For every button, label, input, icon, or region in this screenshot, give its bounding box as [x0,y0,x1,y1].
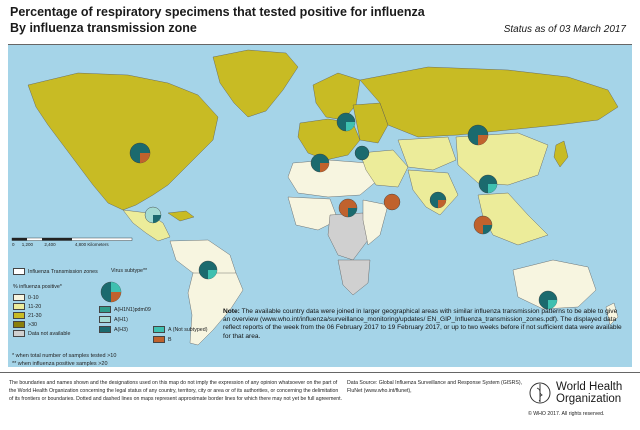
scale-bar-graphic [11,237,133,241]
status-date: Status as of 03 March 2017 [503,24,626,35]
legend-item-0: 0-10 [13,294,39,301]
swatch-h1n1 [99,306,111,313]
pie-southern-asia [429,191,447,209]
note-label: Note: [223,308,240,315]
pie-north-america [129,142,151,164]
legend-item-3: >30 [13,321,37,328]
copyright-text: © WHO 2017. All rights reserved. [528,411,605,417]
region-new-zealand [605,302,619,326]
zones-label: Influenza Transmission zones [28,268,98,275]
pie-northern-europe [336,112,356,132]
subtype-title: Virus subtype** [111,268,148,274]
pie-south-east-asia [473,215,493,235]
region-japan [553,140,569,168]
note-text: The available country data were joined i… [223,308,622,340]
swatch-0-10 [13,294,25,301]
pie-western-asia [383,193,401,211]
pie-europe [310,153,330,173]
swatch-h1 [99,316,111,323]
label-11-20: 11-20 [28,303,42,310]
region-oceania [512,259,597,310]
region-west-africa [287,196,339,231]
label-no-data: Data not available [28,330,71,337]
footnote-2: ** when influenza positive samples >20 [12,361,108,368]
pie-oceania [538,290,558,310]
region-caribbean [167,210,195,222]
subtype-item-0: A(H1N1)pdm09 [99,306,151,313]
legend-zones: Influenza Transmission zones [13,268,98,275]
legend-item-1: 11-20 [13,303,41,310]
legend-item-4: Data not available [13,330,70,337]
scale-bar-labels: 0 1,200 2,400 4,800 Kilometers [12,242,109,247]
region-northern-europe [312,72,361,121]
scale-label-0: 0 [12,242,15,247]
label-not-subtyped: A (Not subtyped) [168,326,208,333]
footnotes: * when total number of samples tested >1… [12,352,116,369]
scale-label-2: 2,400 [44,242,56,247]
region-southern-africa [337,259,371,296]
who-name-line2: Organization [556,393,622,406]
scale-label-3: 4,800 Kilometers [74,242,109,247]
region-southern-asia [407,169,459,216]
pie-northern-asia [467,124,489,146]
map-subtitle: By influenza transmission zone [10,21,197,35]
label-h3: A(H3) [114,326,128,333]
label-h1n1: A(H1N1)pdm09 [114,306,151,313]
region-central-asia [397,136,457,171]
swatch-11-20 [13,303,25,310]
map-canvas [11,49,619,346]
data-source-text: Data Source: Global Influenza Surveillan… [347,380,523,394]
disclaimer-text: The boundaries and names shown and the d… [9,380,343,402]
region-greenland [212,49,299,118]
region-northern-asia [359,66,619,138]
who-name: World Health Organization [556,381,622,405]
legend-item-2: 21-30 [13,312,42,319]
map-header: Percentage of respiratory specimens that… [0,0,640,44]
who-name-line1: World Health [556,381,623,393]
subtype-item-2: A(H3) [99,326,128,333]
pie-central-america [144,206,162,224]
region-western-asia [359,149,409,188]
legend-subtype-title: Virus subtype** [111,268,147,274]
swatch-gt30 [13,321,25,328]
pie-eastern-africa [338,198,358,218]
footer: The boundaries and names shown and the d… [0,372,640,430]
subtype-item-4: B [153,336,172,343]
subtype-item-3: A (Not subtyped) [153,326,207,333]
pie-south-america [198,260,218,280]
region-eastern-asia [455,132,549,186]
legend-pie-icon [100,281,122,303]
label-21-30: 21-30 [28,312,42,319]
region-eastern-africa [362,199,389,246]
pie-eastern-europe [354,145,370,161]
swatch-no-data [13,330,25,337]
scale-label-1: 1,200 [21,242,34,247]
region-south-america-south [187,272,244,346]
subtype-item-1: A(H1) [99,316,128,323]
label-gt30: >30 [28,321,37,328]
map-legend: Influenza Transmission zones Virus subty… [13,268,218,356]
label-b: B [168,336,172,343]
swatch-not-subtyped [153,326,165,333]
swatch-21-30 [13,312,25,319]
swatch-h3 [99,326,111,333]
map-note: Note: The available country data were jo… [223,308,623,341]
label-h1: A(H1) [114,316,128,323]
who-emblem-icon [529,382,551,404]
region-middle-africa [327,212,369,261]
legend-percent-title: % influenza positive* [13,284,62,290]
swatch-b [153,336,165,343]
region-north-america [27,72,219,211]
world-map: 0 1,200 2,400 4,800 Kilometers [8,44,632,367]
zones-swatch [13,268,25,275]
who-logo-block: World Health Organization [528,377,638,423]
map-title: Percentage of respiratory specimens that… [10,5,425,19]
percent-title: % influenza positive* [13,284,62,290]
pie-central-asia [478,174,498,194]
footnote-1: * when total number of samples tested >1… [12,353,117,359]
region-northern-africa [287,159,379,198]
label-0-10: 0-10 [28,294,39,301]
